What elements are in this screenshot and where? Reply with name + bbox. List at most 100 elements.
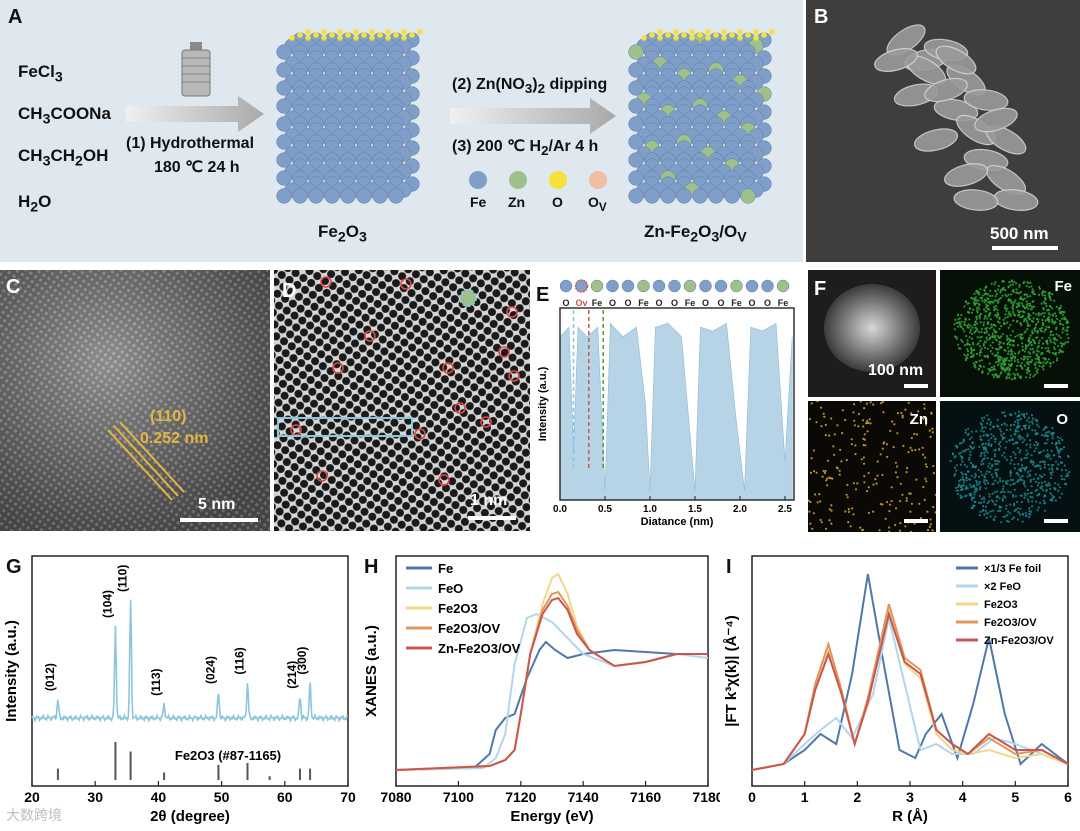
atom-dot	[621, 279, 635, 293]
eds-dot	[982, 462, 985, 465]
eds-dot	[1018, 283, 1021, 287]
eds-dot	[1018, 414, 1021, 417]
plot-frame	[559, 307, 795, 501]
eds-dot	[1005, 519, 1009, 523]
eds-dot	[975, 490, 978, 493]
eds-dot	[1049, 305, 1052, 308]
eds-dot	[1003, 456, 1007, 459]
eds-dot	[986, 317, 989, 320]
product1-label: Fe2O3	[318, 222, 367, 246]
eds-dot	[1051, 437, 1054, 440]
eds-dot	[1004, 313, 1007, 316]
eds-dot	[1035, 500, 1038, 503]
eds-dot	[980, 443, 984, 446]
eds-dot	[888, 526, 891, 529]
eds-dot	[825, 527, 828, 530]
eds-dot	[1029, 341, 1033, 344]
eds-dot	[1048, 483, 1052, 486]
eds-dot	[954, 318, 957, 321]
eds-dot	[1044, 362, 1048, 365]
eds-dot	[987, 465, 990, 468]
eds-dot	[1014, 377, 1017, 380]
eds-dot	[972, 355, 975, 358]
eds-dot	[1007, 326, 1010, 329]
eds-dot	[833, 433, 836, 436]
eds-dot	[1043, 495, 1046, 498]
eds-dot	[865, 422, 868, 425]
eds-dot	[932, 464, 935, 468]
eds-dot	[888, 530, 891, 532]
eds-dot	[1003, 491, 1006, 494]
atom-dot	[761, 279, 774, 293]
eds-dot	[912, 419, 915, 422]
exafs-series	[751, 573, 1069, 771]
eds-dot	[972, 465, 975, 468]
eds-dot	[1017, 511, 1020, 514]
eds-dot	[964, 429, 967, 432]
eds-dot	[1021, 337, 1024, 340]
eds-dot	[891, 420, 894, 423]
eds-dot	[822, 412, 825, 415]
eds-dot	[1018, 451, 1021, 454]
eds-dot	[1040, 487, 1043, 490]
eds-dot	[971, 506, 975, 509]
eds-dot	[859, 526, 862, 529]
eds-dot	[1062, 446, 1066, 449]
eds-dot	[1001, 497, 1004, 500]
eds-dot	[1014, 430, 1018, 433]
eds-dot	[983, 331, 986, 334]
eds-dot	[1020, 333, 1023, 336]
eds-dot	[1025, 303, 1029, 306]
eds-dot	[1025, 514, 1028, 517]
eds-dot	[984, 505, 987, 508]
eds-dot	[990, 326, 993, 329]
panel-e-label: E	[536, 284, 550, 306]
eds-dot	[979, 288, 982, 291]
scalebar-d-label: 1 nm	[470, 492, 508, 509]
eds-dot	[985, 336, 988, 339]
eds-dot	[992, 482, 995, 485]
atom-label: Fe	[731, 298, 742, 308]
eds-dot	[1027, 315, 1030, 318]
eds-dot	[810, 457, 813, 460]
eds-dot	[1014, 495, 1017, 498]
eds-dot	[1018, 285, 1021, 288]
eds-dot	[1000, 346, 1003, 349]
eds-dot	[1009, 462, 1012, 465]
eds-dot	[1054, 482, 1057, 485]
eds-dot	[826, 459, 830, 462]
eds-dot	[986, 512, 990, 515]
eds-dot	[1015, 282, 1018, 285]
eds-dot	[1023, 318, 1026, 321]
eds-dot	[1029, 334, 1032, 337]
legend-entry: Fe2O3	[984, 599, 1018, 611]
eds-dot	[982, 505, 985, 508]
eds-dot	[1001, 359, 1004, 362]
eds-dot	[999, 480, 1002, 483]
eds-dot	[987, 367, 990, 371]
o-atom	[737, 35, 743, 41]
eds-dot	[1008, 369, 1011, 372]
fe-atom	[276, 170, 292, 186]
eds-dot	[1046, 455, 1049, 458]
eds-dot	[1054, 351, 1057, 355]
eds-dot	[1028, 360, 1032, 364]
panel-h-xanes: H 7080 7100 7120 7140 7160 7180 Energy (eV) XAN…	[360, 550, 720, 831]
eds-dot	[973, 299, 976, 303]
atom-label: O	[655, 298, 662, 308]
eds-dot	[1037, 355, 1040, 359]
eds-dot	[996, 335, 999, 338]
eds-dot	[1029, 304, 1032, 307]
eds-dot	[1036, 488, 1039, 491]
fe-atom	[356, 188, 372, 204]
eds-dot	[1013, 488, 1016, 491]
eds-dot	[1031, 417, 1034, 420]
eds-dot	[1038, 287, 1041, 290]
eds-dot	[1017, 361, 1020, 364]
eds-dot	[816, 501, 819, 504]
eds-dot	[976, 290, 979, 293]
eds-dot	[867, 472, 870, 475]
eds-dot	[990, 499, 993, 502]
eds-dot	[1029, 281, 1032, 284]
